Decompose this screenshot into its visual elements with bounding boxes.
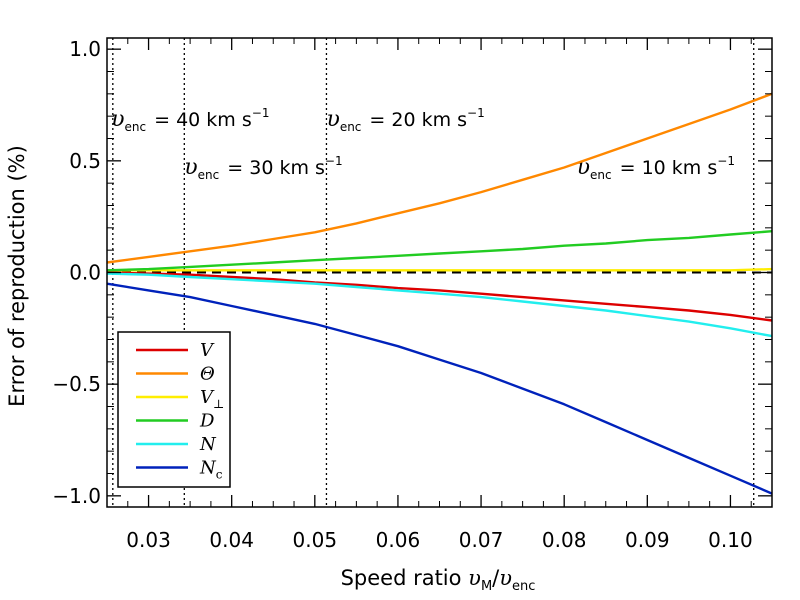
velocity-label: υenc = 40 km s−1 — [111, 106, 269, 134]
legend-label: D — [199, 411, 215, 432]
legend-label: V⊥ — [200, 387, 224, 411]
y-axis-ticks: −1.0 −0.5 0.0 0.5 1.0 — [52, 37, 772, 508]
x-tick-label: 0.09 — [625, 528, 670, 552]
data-series — [106, 92, 773, 495]
y-tick-label: −1.0 — [52, 484, 101, 508]
x-tick-label: 0.07 — [459, 528, 504, 552]
series-line-N — [106, 272, 773, 338]
x-tick-label: 0.03 — [126, 528, 171, 552]
x-tick-label: 0.10 — [708, 528, 753, 552]
y-tick-label: 1.0 — [69, 37, 101, 61]
series-line-D — [106, 230, 773, 272]
legend-box — [117, 331, 231, 488]
legend-label: Θ — [200, 364, 215, 385]
x-axis-title: Speed ratio υM/υenc — [341, 566, 536, 594]
velocity-annotations: υenc = 40 km s−1 υenc = 30 km s−1 υenc = 20 k… — [111, 106, 735, 182]
legend-label: V — [200, 340, 215, 361]
x-tick-label: 0.05 — [293, 528, 338, 552]
y-tick-label: −0.5 — [52, 372, 101, 396]
x-tick-label: 0.08 — [542, 528, 587, 552]
y-tick-label: 0.5 — [69, 149, 101, 173]
series-line-V — [106, 271, 773, 322]
legend: VΘV⊥DN Nc — [117, 331, 231, 488]
series-line-Θ — [106, 92, 773, 264]
x-tick-label: 0.06 — [376, 528, 421, 552]
legend-label: Nc — [199, 458, 223, 482]
legend-label: N — [199, 434, 217, 455]
x-tick-label: 0.04 — [209, 528, 254, 552]
velocity-label: υenc = 20 km s−1 — [326, 106, 484, 134]
series-line-N-c — [106, 282, 773, 495]
y-axis-title: Error of reproduction (%) — [5, 145, 29, 407]
series-line-V-⊥ — [107, 267, 773, 272]
velocity-label: υenc = 30 km s−1 — [184, 154, 342, 182]
x-axis-ticks: 0.03 0.04 0.05 0.06 0.07 0.08 0.09 0.10 — [106, 38, 773, 552]
y-tick-label: 0.0 — [69, 261, 101, 285]
